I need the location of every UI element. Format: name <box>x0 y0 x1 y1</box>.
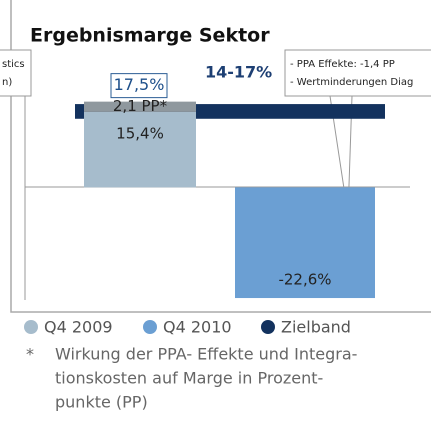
footnote-line: tionskosten auf Marge in Prozent- <box>55 369 323 388</box>
footnote-line: punkte (PP) <box>55 393 148 412</box>
segment-label: 2,1 PP* <box>113 97 168 115</box>
legend-label: Zielband <box>281 318 351 337</box>
callout-box <box>284 49 431 97</box>
callout-text: n) <box>2 77 12 88</box>
frame <box>10 0 431 313</box>
total-label: 17,5% <box>114 75 165 94</box>
value-label: -22,6% <box>278 271 331 289</box>
legend-swatch <box>24 320 38 334</box>
legend-swatch <box>261 320 275 334</box>
footnote-marker: * <box>26 345 34 364</box>
callout-text: stics <box>2 59 25 70</box>
value-label: 15,4% <box>116 124 164 142</box>
legend-swatch <box>143 320 157 334</box>
callout-text: - Wertminderungen Diag <box>290 77 413 88</box>
legend-label: Q4 2010 <box>163 318 232 337</box>
bar-segment <box>84 101 196 112</box>
bar <box>84 111 196 188</box>
chart-title: Ergebnismarge Sektor <box>30 25 270 47</box>
total-box <box>110 73 168 99</box>
bar <box>235 187 375 299</box>
callout-text: - PPA Effekte: -1,4 PP <box>290 59 395 70</box>
callout-box <box>0 49 32 97</box>
band-label: 14-17% <box>205 63 272 82</box>
footnote-line: Wirkung der PPA- Effekte und Integra- <box>55 345 357 364</box>
legend-label: Q4 2009 <box>44 318 113 337</box>
